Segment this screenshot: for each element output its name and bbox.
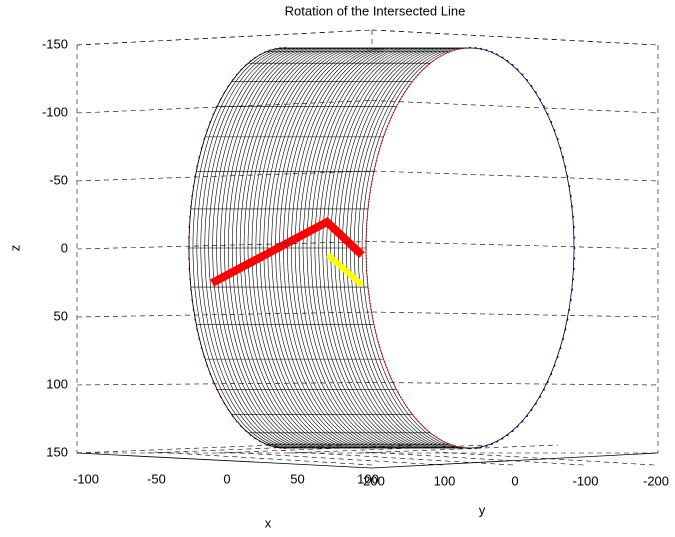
x-axis-label: x	[265, 515, 272, 530]
grid-line	[371, 29, 659, 46]
grid-line	[153, 451, 373, 466]
grid-line	[294, 451, 514, 466]
z-tick-label: -100	[42, 104, 68, 119]
y-tick-label: -100	[572, 473, 598, 488]
z-tick-label: 50	[54, 308, 68, 323]
y-tick-label: 200	[363, 473, 385, 488]
z-axis-label: z	[7, 245, 22, 252]
x-tick-label: 0	[223, 471, 230, 486]
grid-line	[371, 241, 659, 250]
z-tick-label: -50	[49, 172, 68, 187]
grid-line	[365, 451, 584, 466]
grid-line	[224, 451, 443, 466]
y-tick-label: -200	[643, 473, 669, 488]
grid-line	[76, 241, 373, 250]
z-tick-label: 100	[46, 376, 68, 391]
z-tick-label: 0	[61, 240, 68, 255]
y-axis-label: y	[479, 502, 486, 517]
grid-line	[435, 451, 655, 466]
y-tick-label: 100	[434, 473, 456, 488]
grid-line	[371, 311, 659, 318]
grid-line	[76, 311, 373, 318]
grid-line	[147, 444, 347, 454]
x-tick-label: -100	[73, 471, 99, 486]
grid-line	[76, 170, 373, 182]
z-tick-label: 150	[46, 444, 68, 459]
grid-line	[217, 444, 418, 454]
surface	[187, 46, 576, 450]
red-line	[210, 217, 365, 287]
grid-line	[76, 444, 277, 454]
x-tick-label: 50	[290, 471, 304, 486]
grid-line	[371, 100, 659, 114]
grid-line	[371, 170, 659, 182]
grid-line	[76, 100, 373, 114]
x-tick-label: 100	[357, 471, 379, 486]
grid-line	[76, 382, 373, 386]
grid-line	[358, 444, 559, 454]
grid-line	[288, 444, 488, 454]
y-tick-label: 0	[511, 473, 518, 488]
yellow-line	[326, 252, 364, 288]
grid-line	[371, 382, 659, 386]
chart-title: Rotation of the Intersected Line	[285, 3, 466, 18]
z-tick-label: -150	[42, 36, 68, 51]
x-tick-label: -50	[147, 471, 166, 486]
grid-line	[76, 29, 373, 46]
